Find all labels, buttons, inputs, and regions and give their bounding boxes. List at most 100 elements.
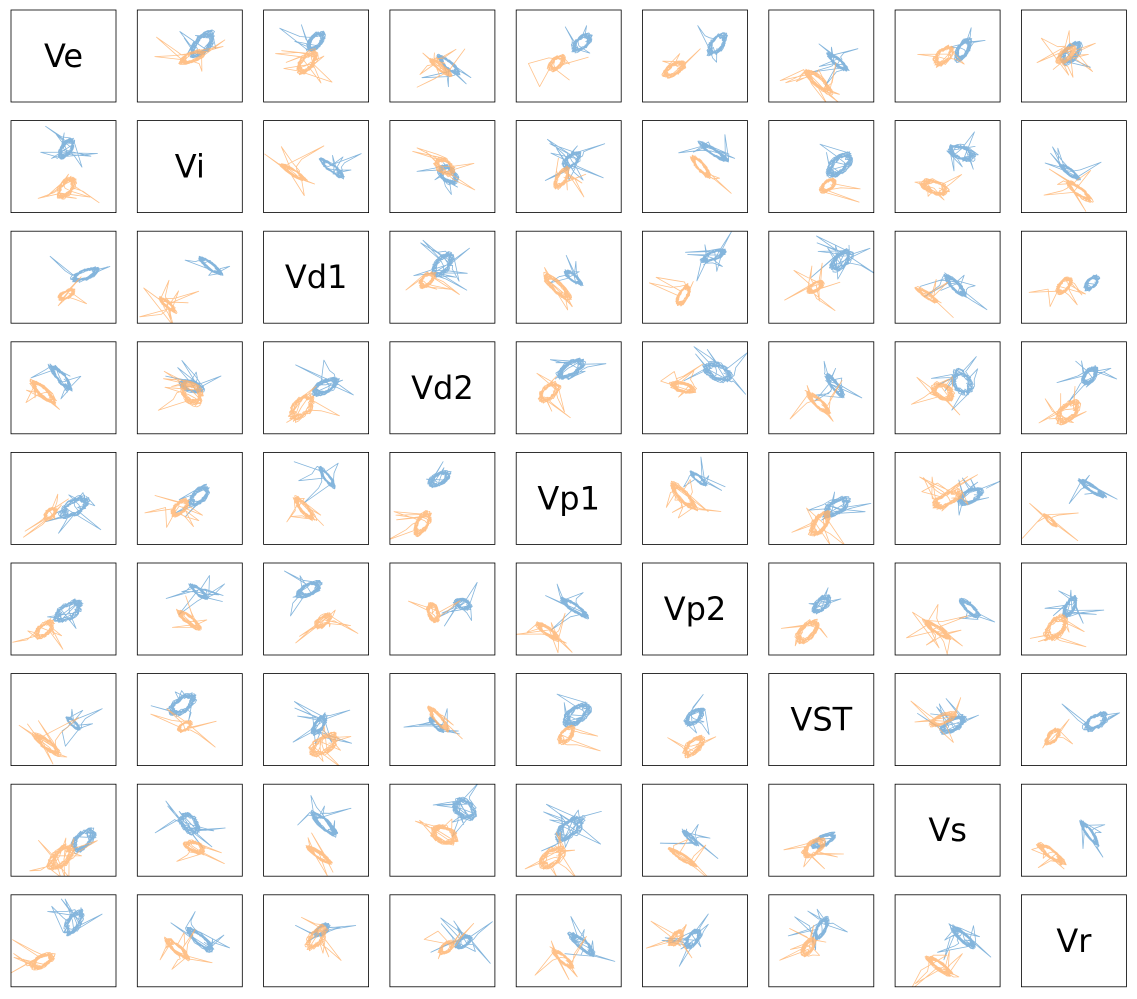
panel-vd2-vs [894, 341, 1001, 435]
panel-frame [768, 562, 875, 656]
trace-series-1 [279, 24, 326, 52]
panel-frame [768, 783, 875, 877]
panel-frame [1021, 120, 1127, 213]
panel-vp1-vs [894, 451, 1001, 545]
panel-frame [263, 451, 370, 545]
panel-vst-vd1 [263, 673, 370, 766]
panel-frame [642, 894, 748, 988]
trace-series-1 [814, 360, 863, 402]
trace-series-2 [389, 510, 432, 540]
trace-series-2 [543, 267, 573, 311]
trace-series-1 [810, 831, 836, 850]
panel-vd2-vd2: Vd2 [389, 341, 496, 435]
trace-series-2 [649, 276, 694, 307]
panel-vst-vr [1021, 673, 1127, 766]
trace-series-1 [403, 708, 460, 735]
trace-series-2 [57, 276, 87, 307]
panel-frame [263, 120, 370, 213]
trace-series-2 [667, 839, 708, 877]
trace-series-2 [305, 832, 334, 877]
panel-frame [389, 120, 496, 213]
panel-ve-vp1 [515, 9, 622, 103]
panel-frame [10, 783, 117, 877]
panel-vr-vst [768, 894, 875, 988]
panel-frame [1021, 451, 1127, 545]
trace-series-2 [405, 271, 460, 295]
panel-vd1-vi [136, 230, 243, 324]
trace-series-1 [550, 357, 607, 380]
panel-vst-vi [136, 673, 243, 766]
panel-vr-vi [136, 894, 243, 988]
trace-series-2 [779, 62, 840, 102]
panel-frame [1021, 9, 1127, 103]
panel-frame [1021, 673, 1127, 766]
panel-frame [768, 230, 875, 324]
trace-series-1 [45, 492, 102, 534]
trace-series-1 [47, 898, 103, 937]
trace-series-1 [165, 575, 225, 616]
trace-series-2 [791, 507, 845, 545]
trace-series-1 [810, 235, 874, 280]
trace-series-2 [911, 376, 961, 416]
panel-vi-vd1 [263, 120, 370, 213]
panel-vr-vp2 [642, 894, 748, 988]
trace-series-2 [18, 717, 80, 765]
panel-vp2-vi [136, 562, 243, 656]
trace-series-2 [154, 36, 226, 72]
variable-label-vp2: Vp2 [664, 590, 727, 628]
panel-vs-ve [10, 783, 117, 877]
panel-frame [768, 341, 875, 435]
trace-series-1 [697, 25, 728, 63]
trace-series-1 [541, 803, 602, 852]
panel-frame [894, 451, 1001, 545]
trace-series-2 [553, 157, 587, 198]
trace-series-1 [919, 272, 988, 311]
panel-vd2-vd1 [263, 341, 370, 435]
panel-frame [515, 451, 622, 545]
panel-vd2-vst [768, 341, 875, 435]
trace-series-2 [144, 495, 203, 528]
panel-frame [642, 120, 748, 213]
trace-series-1 [1083, 274, 1101, 292]
panel-vp1-vd1 [263, 451, 370, 545]
trace-series-1 [683, 694, 710, 735]
panel-frame [768, 120, 875, 213]
trace-series-1 [297, 795, 352, 838]
trace-series-1 [439, 582, 478, 627]
panel-frame [263, 673, 370, 766]
trace-series-2 [23, 493, 69, 538]
panel-frame [894, 894, 1001, 988]
panel-vst-vp2 [642, 673, 748, 766]
trace-series-2 [919, 474, 978, 512]
panel-vs-vi [136, 783, 243, 877]
trace-series-1 [812, 43, 859, 86]
trace-series-2 [150, 708, 217, 748]
variable-label-vp1: Vp1 [537, 479, 600, 517]
trace-series-2 [914, 174, 963, 201]
panel-vp2-vp1 [515, 562, 622, 656]
trace-series-1 [946, 131, 979, 172]
trace-series-2 [660, 363, 704, 398]
trace-series-1 [937, 923, 992, 961]
variable-label-ve: Ve [44, 37, 83, 75]
trace-series-2 [286, 495, 324, 526]
trace-series-2 [911, 950, 963, 987]
panel-frame [136, 894, 243, 988]
panel-ve-vp2 [642, 9, 748, 103]
panel-frame [894, 230, 1001, 324]
trace-series-2 [275, 48, 333, 84]
trace-series-1 [292, 701, 352, 745]
panel-frame [894, 9, 1001, 103]
panel-frame [263, 894, 370, 988]
panel-frame [389, 783, 496, 877]
trace-series-2 [914, 279, 954, 318]
panel-frame [136, 9, 243, 103]
trace-series-1 [659, 824, 719, 859]
trace-series-1 [685, 231, 732, 282]
panel-frame [642, 341, 748, 435]
panel-vd2-vi [136, 341, 243, 435]
panel-ve-vi [136, 9, 243, 103]
trace-series-1 [950, 27, 986, 63]
trace-series-1 [150, 690, 198, 721]
trace-series-1 [931, 356, 979, 411]
